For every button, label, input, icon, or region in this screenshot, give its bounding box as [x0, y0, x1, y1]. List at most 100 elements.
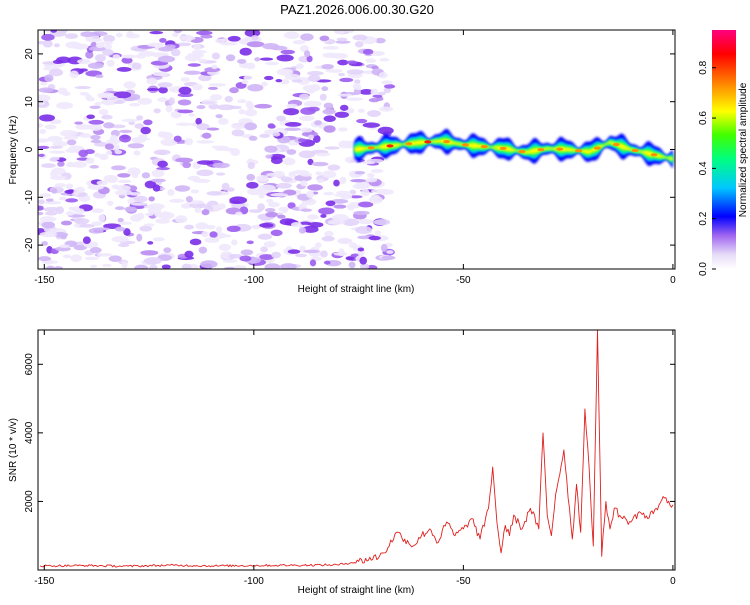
noise-blob [226, 187, 235, 192]
noise-blob [111, 236, 129, 243]
noise-blob [177, 92, 194, 98]
noise-blob [177, 99, 192, 106]
noise-blob [198, 74, 212, 82]
noise-blob [149, 264, 158, 269]
noise-blob [300, 127, 313, 133]
noise-blob [82, 236, 91, 244]
signal-band [354, 138, 673, 162]
noise-blob [95, 74, 104, 79]
noise-blob [130, 202, 148, 206]
noise-blob [121, 57, 133, 64]
noise-blob [117, 221, 132, 225]
noise-blob [133, 150, 141, 156]
noise-blob [55, 206, 65, 214]
noise-blob [41, 221, 56, 229]
noise-blob [318, 207, 335, 215]
noise-blob [246, 62, 256, 70]
signal-peak [593, 146, 601, 150]
noise-blob [277, 214, 286, 219]
noise-blob [143, 205, 154, 209]
noise-blob [257, 233, 273, 240]
noise-blob [96, 180, 108, 186]
x-tick-label: -50 [456, 275, 471, 286]
noise-blob [114, 190, 133, 196]
noise-blob [270, 229, 283, 237]
x-tick-label: 0 [670, 576, 676, 587]
noise-blob [131, 173, 139, 179]
snr-y-ticks: 2000 4000 6000 [24, 353, 675, 513]
noise-blob [49, 145, 63, 149]
noise-blob [230, 239, 238, 246]
noise-blob [38, 153, 45, 157]
noise-blob [38, 256, 52, 262]
noise-blob [198, 58, 208, 63]
noise-blob [323, 191, 335, 196]
noise-blob [50, 156, 60, 161]
noise-blob [323, 125, 336, 133]
noise-blob [38, 40, 45, 45]
noise-blob [275, 78, 283, 83]
noise-blob [354, 41, 364, 48]
noise-blob [49, 68, 64, 77]
noise-blob [175, 122, 193, 126]
noise-blob [290, 222, 302, 228]
noise-blob [42, 40, 53, 48]
noise-blob [38, 101, 46, 106]
noise-blob [190, 189, 200, 194]
noise-blob [53, 266, 63, 269]
noise-blob [292, 40, 306, 45]
noise-blob [94, 54, 106, 62]
noise-blob [279, 79, 290, 85]
noise-blob [65, 183, 74, 190]
noise-blob [264, 75, 274, 81]
spectrogram-y-axis-label: Frequency (Hz) [8, 116, 19, 185]
noise-blob [251, 35, 259, 41]
noise-blob [311, 161, 329, 167]
noise-blob [74, 85, 91, 90]
noise-blob [158, 86, 168, 94]
noise-blob [298, 138, 307, 143]
noise-blob [358, 201, 374, 208]
noise-blob [345, 107, 355, 114]
noise-blob [134, 123, 145, 129]
noise-blob [286, 103, 298, 109]
noise-blob [235, 211, 243, 216]
noise-blob [84, 256, 100, 261]
noise-blob [386, 250, 394, 254]
noise-blob [303, 100, 322, 107]
noise-blob [53, 231, 69, 238]
noise-blob [182, 161, 192, 169]
noise-blob [131, 62, 142, 70]
noise-blob [75, 124, 93, 130]
noise-blob [90, 134, 101, 140]
noise-blob [120, 54, 138, 59]
noise-blob [201, 132, 212, 139]
noise-blob [38, 94, 51, 103]
noise-blob [327, 164, 341, 171]
noise-blob [146, 77, 158, 85]
noise-blob [52, 59, 64, 64]
noise-blob [185, 195, 193, 203]
noise-blob [244, 122, 258, 131]
noise-blob [219, 41, 238, 46]
spectrogram-x-axis-label: Height of straight line (km) [298, 284, 415, 295]
noise-blob [136, 115, 144, 121]
noise-blob [284, 73, 301, 81]
noise-blob [133, 195, 148, 203]
noise-blob [354, 181, 370, 189]
noise-blob [69, 70, 79, 79]
noise-blob [184, 224, 195, 230]
noise-blob [300, 33, 314, 41]
noise-blob [306, 71, 324, 76]
noise-blob [104, 43, 112, 51]
noise-blob [189, 238, 202, 246]
noise-blob [354, 85, 362, 91]
noise-blob [58, 196, 67, 201]
noise-blob [178, 86, 192, 95]
noise-blob [246, 240, 254, 245]
noise-blob [103, 174, 119, 183]
noise-blob [241, 80, 249, 85]
noise-blob [124, 206, 137, 212]
noise-blob [102, 49, 114, 56]
noise-blob [278, 206, 289, 212]
